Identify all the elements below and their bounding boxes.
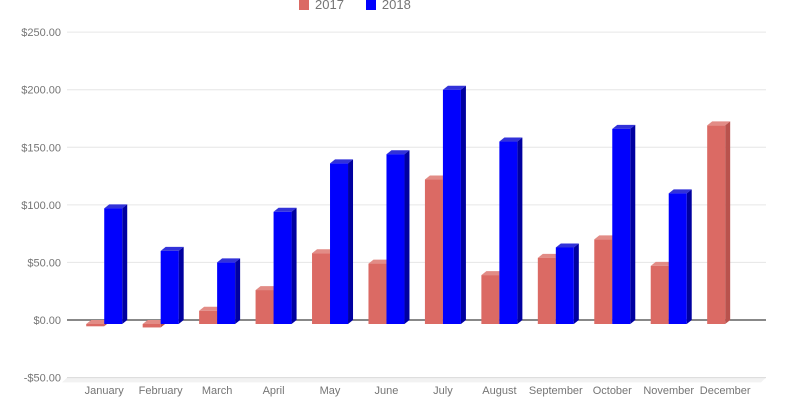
- bar-side-face: [235, 258, 241, 324]
- chart-legend: 2017 2018: [299, 0, 411, 11]
- bar-front-face: [330, 163, 349, 324]
- bar-front-face: [368, 263, 387, 324]
- bar-2017-december[interactable]: [707, 121, 731, 324]
- bar-top-face: [707, 121, 731, 126]
- x-tick-label-january: January: [85, 385, 125, 397]
- x-tick-label-october: October: [593, 385, 632, 397]
- bar-front-face: [481, 275, 500, 324]
- bar-top-face: [499, 137, 523, 142]
- bar-front-face: [386, 154, 405, 324]
- bar-side-face: [725, 121, 731, 324]
- legend-swatch-2018-icon: [365, 0, 376, 10]
- bar-2018-may[interactable]: [330, 159, 354, 324]
- bar-side-face: [348, 159, 354, 324]
- bar-side-face: [630, 124, 636, 324]
- bar-top-face: [594, 235, 618, 240]
- bar-2018-june[interactable]: [386, 150, 410, 324]
- bar-front-face: [594, 239, 613, 324]
- bar-front-face: [650, 265, 669, 324]
- bar-front-face: [537, 257, 556, 324]
- bar-2018-july[interactable]: [442, 85, 466, 325]
- legend-swatch-2017-icon: [299, 0, 309, 10]
- legend-label-2018: 2018: [381, 0, 411, 12]
- legend-item-2018[interactable]: 2018: [365, 0, 411, 12]
- bar-2018-april[interactable]: [273, 207, 297, 324]
- x-tick-label-november: November: [643, 385, 694, 397]
- bar-top-face: [86, 320, 110, 324]
- bar-front-face: [255, 290, 274, 324]
- y-tick-label--50: -$50.00: [24, 373, 61, 385]
- bar-top-face: [537, 253, 561, 258]
- bar-2018-november[interactable]: [668, 189, 692, 324]
- bar-front-face: [424, 179, 443, 324]
- bar-side-face: [517, 137, 523, 324]
- bar-top-face: [104, 204, 128, 209]
- bar-front-face: [312, 253, 331, 324]
- bar-2018-october[interactable]: [612, 124, 636, 324]
- bar-front-face: [217, 262, 236, 324]
- x-tick-label-may: May: [320, 385, 341, 397]
- x-tick-label-september: September: [529, 385, 583, 397]
- bar-top-face: [386, 150, 410, 155]
- bar-2018-september[interactable]: [555, 243, 579, 324]
- bar-side-face: [122, 204, 128, 324]
- x-tick-label-december: December: [700, 385, 751, 397]
- bar-2018-january[interactable]: [104, 204, 128, 324]
- bar-front-face: [612, 128, 631, 324]
- legend-item-2017[interactable]: 2017: [299, 0, 344, 11]
- x-tick-label-march: March: [202, 385, 233, 397]
- bar-top-face: [160, 246, 184, 251]
- bar-front-face: [707, 125, 726, 324]
- bar-front-face: [104, 208, 123, 324]
- bar-front-face: [668, 193, 687, 324]
- bar-top-face: [142, 320, 166, 324]
- y-tick-label-0: $0.00: [33, 315, 61, 327]
- bar-top-face: [199, 306, 223, 311]
- bar-front-face: [273, 211, 292, 324]
- bar-side-face: [291, 207, 297, 324]
- bar-top-face: [442, 85, 466, 90]
- bar-front-face: [499, 141, 518, 324]
- bar-front-face: [142, 324, 161, 328]
- bar-2018-february[interactable]: [160, 246, 184, 324]
- bar-2018-august[interactable]: [499, 137, 523, 324]
- bar-top-face: [255, 286, 279, 291]
- bar-top-face: [368, 259, 392, 264]
- bar-top-face: [273, 207, 297, 212]
- bar-top-face: [217, 258, 241, 263]
- x-tick-label-june: June: [375, 385, 399, 397]
- bar-front-face: [86, 324, 105, 327]
- bar-front-face: [555, 247, 574, 324]
- y-tick-label-150: $150.00: [21, 142, 61, 154]
- bar-front-face: [442, 89, 461, 325]
- chart-floor: [62, 377, 766, 383]
- bar-top-face: [668, 189, 692, 194]
- bar-top-face: [481, 271, 505, 276]
- bar-top-face: [312, 249, 336, 254]
- bar-side-face: [404, 150, 410, 324]
- bar-side-face: [686, 189, 692, 324]
- y-tick-label-250: $250.00: [21, 27, 61, 39]
- bar-side-face: [460, 85, 466, 325]
- x-tick-label-april: April: [263, 385, 285, 397]
- bar-top-face: [330, 159, 354, 164]
- bar-front-face: [160, 250, 179, 324]
- bar-top-face: [650, 261, 674, 266]
- y-tick-label-100: $100.00: [21, 200, 61, 212]
- bar-side-face: [573, 243, 579, 324]
- x-tick-label-july: July: [433, 385, 453, 397]
- bar-side-face: [178, 246, 184, 324]
- bar-top-face: [612, 124, 636, 129]
- bar-2018-march[interactable]: [217, 258, 241, 324]
- y-tick-label-50: $50.00: [27, 257, 61, 269]
- bar-top-face: [555, 243, 579, 248]
- bar-top-face: [424, 175, 448, 180]
- x-tick-label-february: February: [139, 385, 184, 397]
- x-tick-label-august: August: [482, 385, 516, 397]
- legend-label-2017: 2017: [315, 0, 344, 12]
- y-tick-label-200: $200.00: [21, 85, 61, 97]
- bar-front-face: [199, 310, 218, 324]
